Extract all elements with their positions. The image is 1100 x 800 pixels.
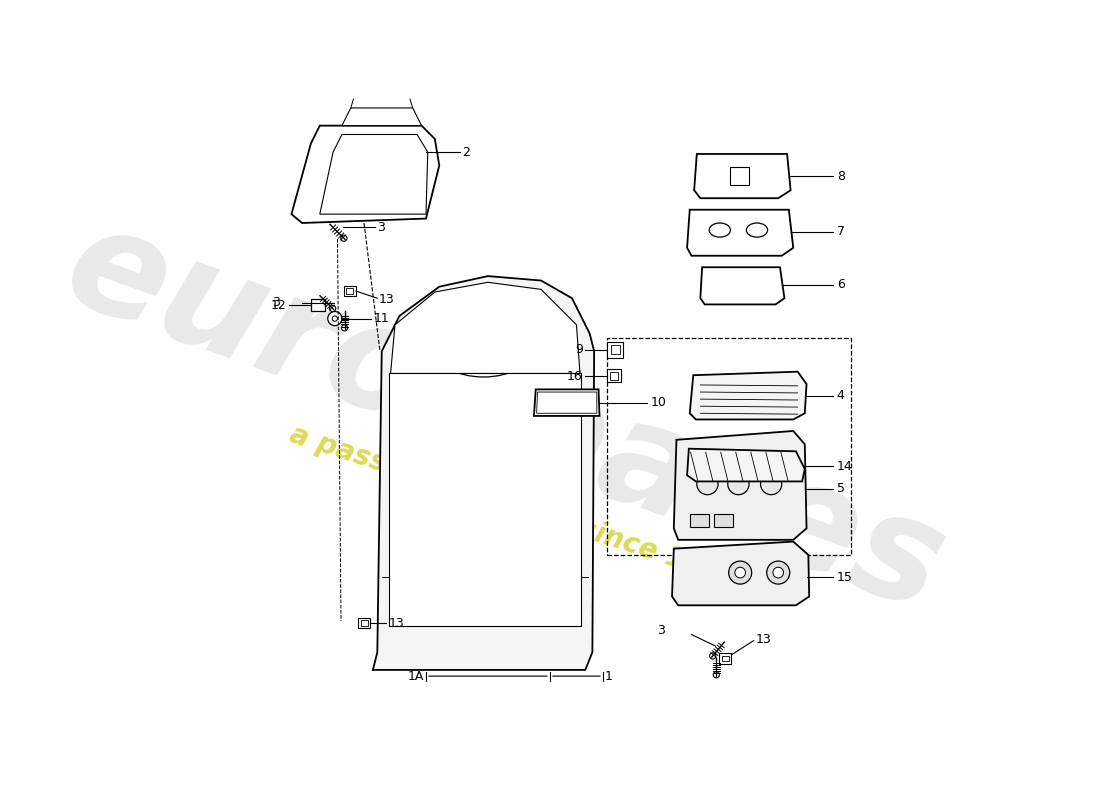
Circle shape xyxy=(728,474,749,494)
Circle shape xyxy=(728,561,751,584)
Circle shape xyxy=(773,567,783,578)
FancyBboxPatch shape xyxy=(719,653,732,664)
Text: 3: 3 xyxy=(657,624,664,637)
Circle shape xyxy=(341,235,346,242)
FancyBboxPatch shape xyxy=(690,514,710,527)
Text: 5: 5 xyxy=(837,482,845,495)
Circle shape xyxy=(735,567,746,578)
Polygon shape xyxy=(672,542,810,606)
Polygon shape xyxy=(534,390,600,416)
Text: 3: 3 xyxy=(272,296,280,309)
Polygon shape xyxy=(292,126,439,223)
Polygon shape xyxy=(342,108,421,126)
Circle shape xyxy=(332,316,338,322)
Text: 12: 12 xyxy=(271,299,286,312)
Polygon shape xyxy=(390,282,580,374)
Polygon shape xyxy=(388,374,581,626)
Polygon shape xyxy=(688,210,793,256)
Circle shape xyxy=(328,311,342,326)
Polygon shape xyxy=(690,372,806,419)
Text: 10: 10 xyxy=(651,396,667,409)
Polygon shape xyxy=(701,267,784,305)
Circle shape xyxy=(710,653,716,659)
FancyBboxPatch shape xyxy=(358,618,371,628)
Text: eurospares: eurospares xyxy=(48,194,964,642)
Polygon shape xyxy=(537,392,597,414)
Polygon shape xyxy=(320,134,428,214)
Text: a passion for parts since 1985: a passion for parts since 1985 xyxy=(286,420,744,593)
FancyBboxPatch shape xyxy=(343,286,356,297)
Text: 13: 13 xyxy=(388,617,405,630)
Circle shape xyxy=(696,474,718,494)
Text: 13: 13 xyxy=(756,634,771,646)
Text: 13: 13 xyxy=(379,293,395,306)
Polygon shape xyxy=(373,276,594,670)
Text: 14: 14 xyxy=(837,460,852,473)
Polygon shape xyxy=(694,154,791,198)
Polygon shape xyxy=(688,449,805,482)
Circle shape xyxy=(330,306,336,311)
Text: 15: 15 xyxy=(837,570,852,583)
Text: 6: 6 xyxy=(837,278,845,291)
FancyBboxPatch shape xyxy=(607,342,624,358)
Text: 9: 9 xyxy=(575,343,583,356)
Text: 7: 7 xyxy=(837,226,845,238)
FancyBboxPatch shape xyxy=(714,514,733,527)
Text: 8: 8 xyxy=(837,170,845,182)
Text: 16: 16 xyxy=(566,370,583,382)
Circle shape xyxy=(760,474,782,494)
FancyBboxPatch shape xyxy=(311,299,326,311)
Circle shape xyxy=(767,561,790,584)
Circle shape xyxy=(341,325,348,331)
Text: 1: 1 xyxy=(605,670,613,682)
FancyBboxPatch shape xyxy=(607,369,620,382)
Text: 3: 3 xyxy=(377,221,385,234)
Circle shape xyxy=(713,672,719,678)
Text: 2: 2 xyxy=(462,146,470,158)
Text: 1A: 1A xyxy=(408,670,425,682)
Polygon shape xyxy=(674,431,806,540)
Text: 11: 11 xyxy=(374,312,389,325)
Text: 4: 4 xyxy=(837,389,845,402)
